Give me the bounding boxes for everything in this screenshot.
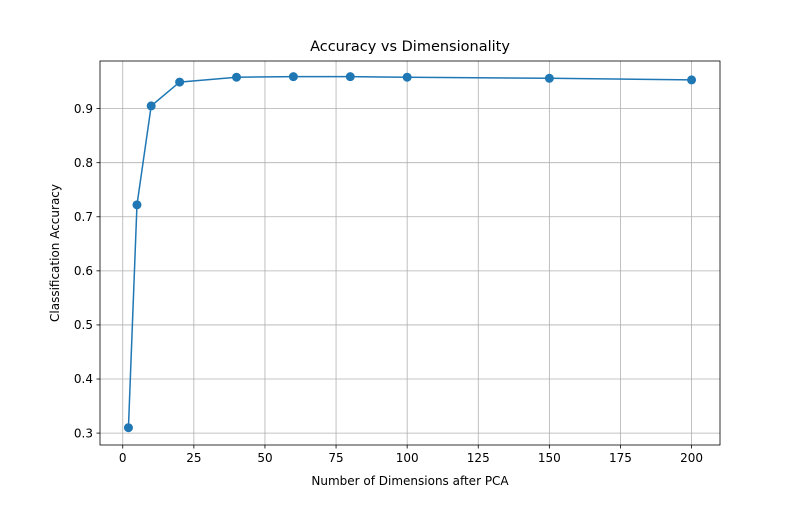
data-point	[232, 72, 242, 82]
chart-title: Accuracy vs Dimensionality	[310, 39, 510, 55]
data-point	[175, 77, 185, 87]
x-tick-label: 175	[609, 451, 632, 465]
data-point	[544, 73, 554, 83]
y-tick-label: 0.3	[74, 426, 93, 440]
y-tick-label: 0.5	[74, 318, 93, 332]
data-point	[123, 423, 133, 433]
x-tick-label: 150	[538, 451, 561, 465]
series-layer	[123, 72, 697, 433]
y-tick-label: 0.8	[74, 156, 93, 170]
axis-ticks: 0 25 50 75 100 125 150 175 200 0.3 0.4 0.5 0.6 0.7 0.8…	[74, 102, 703, 465]
data-point	[402, 72, 412, 82]
x-tick-label: 125	[467, 451, 490, 465]
x-tick-label: 100	[396, 451, 419, 465]
x-tick-label: 50	[257, 451, 272, 465]
data-point	[687, 75, 697, 85]
series-line	[127, 75, 692, 428]
x-tick-label: 200	[680, 451, 703, 465]
grid	[100, 61, 720, 445]
data-point	[146, 101, 156, 111]
y-tick-label: 0.9	[74, 102, 93, 116]
x-tick-label: 0	[119, 451, 127, 465]
x-tick-label: 75	[328, 451, 343, 465]
x-axis-label: Number of Dimensions after PCA	[311, 474, 509, 488]
data-point	[345, 72, 355, 82]
y-tick-label: 0.7	[74, 210, 93, 224]
plot-frame	[99, 60, 721, 446]
y-tick-label: 0.4	[74, 372, 93, 386]
y-tick-label: 0.6	[74, 264, 93, 278]
y-axis-label: Classification Accuracy	[48, 184, 62, 322]
data-point	[288, 72, 298, 82]
data-point	[132, 200, 142, 210]
x-tick-label: 25	[186, 451, 201, 465]
